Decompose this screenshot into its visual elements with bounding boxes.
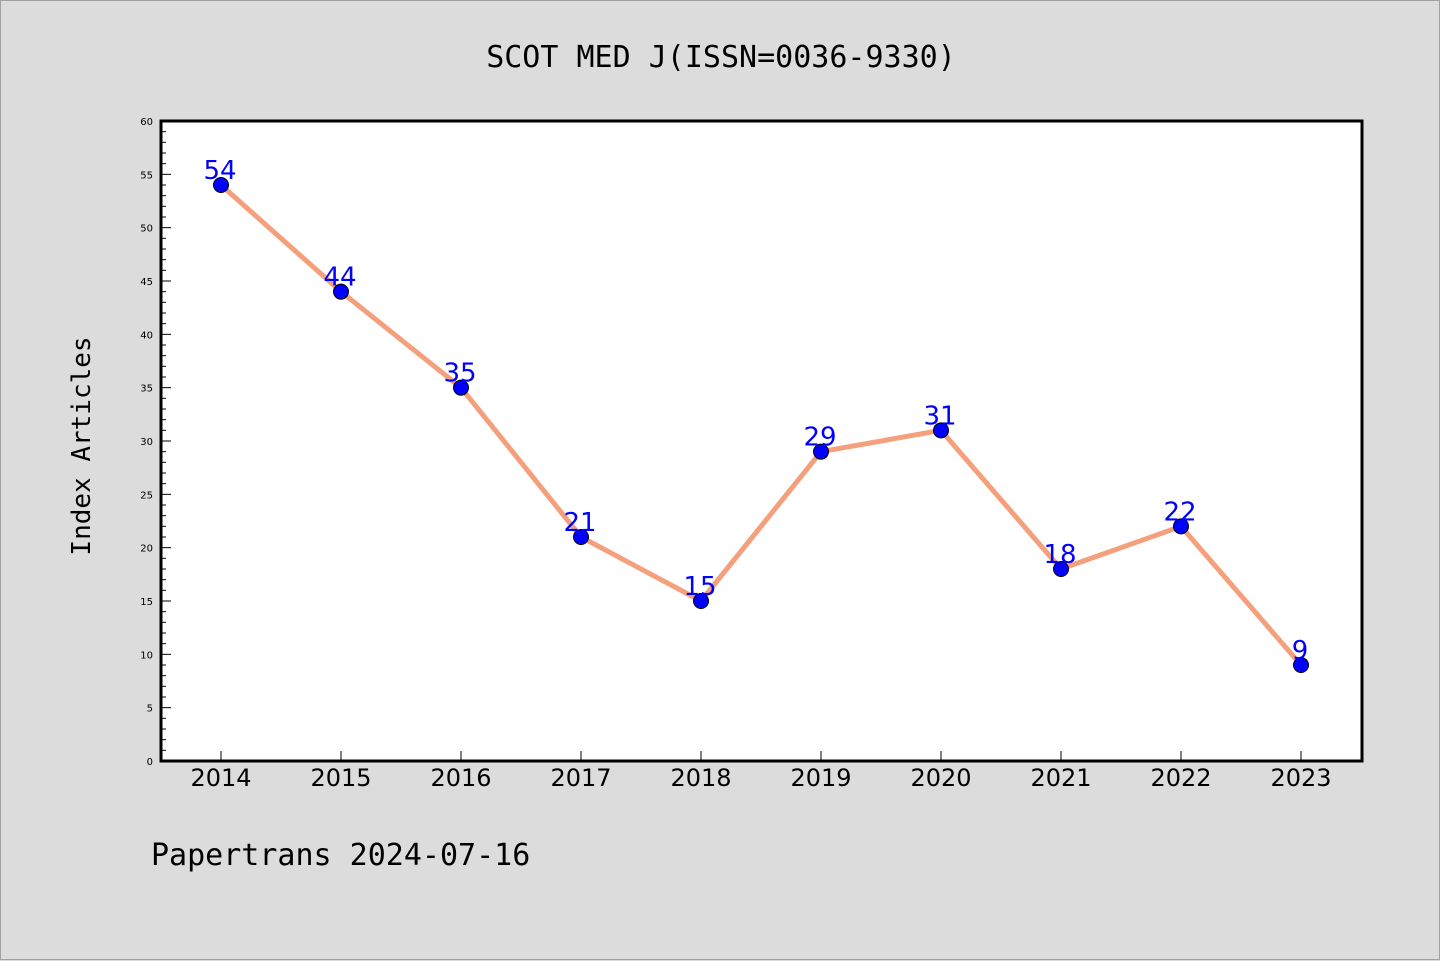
x-tick-label: 2017	[550, 764, 611, 792]
x-tick-label: 2021	[1030, 764, 1091, 792]
y-tick-label: 45	[140, 277, 153, 288]
y-tick-label: 5	[147, 704, 153, 715]
y-tick-label: 15	[140, 597, 153, 608]
y-tick-label: 0	[147, 757, 153, 768]
chart-title: SCOT MED J(ISSN=0036-9330)	[486, 40, 956, 75]
x-axis: 2014 2015 2016 2017 2018 2019 2020 2021 2022 2023	[190, 751, 1332, 792]
footer-stamp: Papertrans 2024-07-16	[151, 838, 530, 873]
y-tick-label: 50	[140, 224, 153, 235]
series-line	[218, 182, 1304, 668]
data-point	[813, 443, 829, 460]
data-label: 54	[203, 156, 236, 186]
data-point	[1173, 518, 1189, 535]
x-tick-label: 2019	[790, 764, 851, 792]
y-tick-label: 10	[140, 650, 153, 661]
y-tick-label: 60	[140, 117, 153, 128]
plot-area	[159, 119, 1364, 763]
data-label: 18	[1043, 540, 1076, 570]
data-label: 35	[443, 359, 476, 389]
x-tick-label: 2016	[430, 764, 491, 792]
data-labels: 54 44 35 21 15 29 31 18 22 9	[203, 156, 1308, 666]
data-point	[693, 593, 709, 609]
data-label: 9	[1292, 636, 1309, 666]
y-tick-label: 20	[140, 544, 153, 555]
data-label: 44	[323, 263, 356, 293]
data-point	[333, 283, 349, 300]
data-label: 22	[1163, 497, 1196, 527]
x-tick-label: 2020	[910, 764, 971, 792]
x-tick-label: 2015	[310, 764, 371, 792]
data-label: 29	[803, 423, 836, 453]
data-label: 15	[683, 572, 716, 602]
y-tick-label: 35	[140, 384, 153, 395]
data-point	[1293, 657, 1309, 673]
y-axis: 0 5 10 15 20 25 30 35 40 45 50 55 60	[140, 117, 171, 768]
y-axis-label: Index Articles	[67, 336, 97, 555]
x-tick-label: 2022	[1150, 764, 1211, 792]
data-point	[933, 422, 949, 439]
x-tick-label: 2023	[1270, 764, 1331, 792]
x-tick-label: 2014	[190, 764, 251, 792]
y-tick-label: 30	[140, 437, 153, 448]
x-tick-label: 2018	[670, 764, 731, 792]
data-point	[573, 529, 589, 545]
data-point	[1053, 561, 1069, 577]
y-tick-label: 40	[140, 330, 153, 341]
data-point	[453, 379, 469, 396]
data-label: 31	[923, 401, 956, 431]
y-tick-label: 55	[140, 170, 153, 181]
y-tick-label: 25	[140, 490, 153, 501]
series-layer	[213, 177, 1309, 673]
data-label: 21	[563, 508, 596, 538]
data-point	[213, 177, 229, 193]
